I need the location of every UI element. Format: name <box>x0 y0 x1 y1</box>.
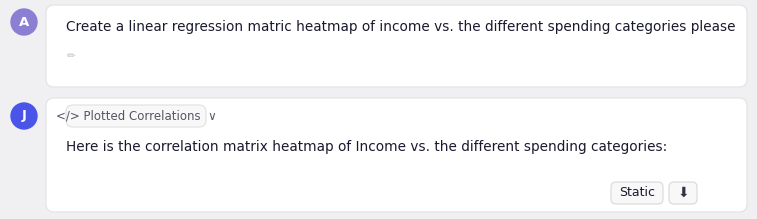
Circle shape <box>11 103 37 129</box>
FancyBboxPatch shape <box>46 5 747 87</box>
Text: J: J <box>21 110 26 122</box>
FancyBboxPatch shape <box>46 98 747 212</box>
Text: A: A <box>19 16 29 28</box>
Text: </> Plotted Correlations  ∨: </> Plotted Correlations ∨ <box>55 110 217 122</box>
Text: Here is the correlation matrix heatmap of Income vs. the different spending cate: Here is the correlation matrix heatmap o… <box>66 140 667 154</box>
FancyBboxPatch shape <box>611 182 663 204</box>
FancyBboxPatch shape <box>66 105 206 127</box>
Text: Static: Static <box>619 187 655 200</box>
Text: Create a linear regression matric heatmap of income vs. the different spending c: Create a linear regression matric heatma… <box>66 20 736 34</box>
Text: ✏: ✏ <box>67 51 76 61</box>
Circle shape <box>11 9 37 35</box>
Text: ⬇: ⬇ <box>678 186 689 200</box>
FancyBboxPatch shape <box>669 182 697 204</box>
